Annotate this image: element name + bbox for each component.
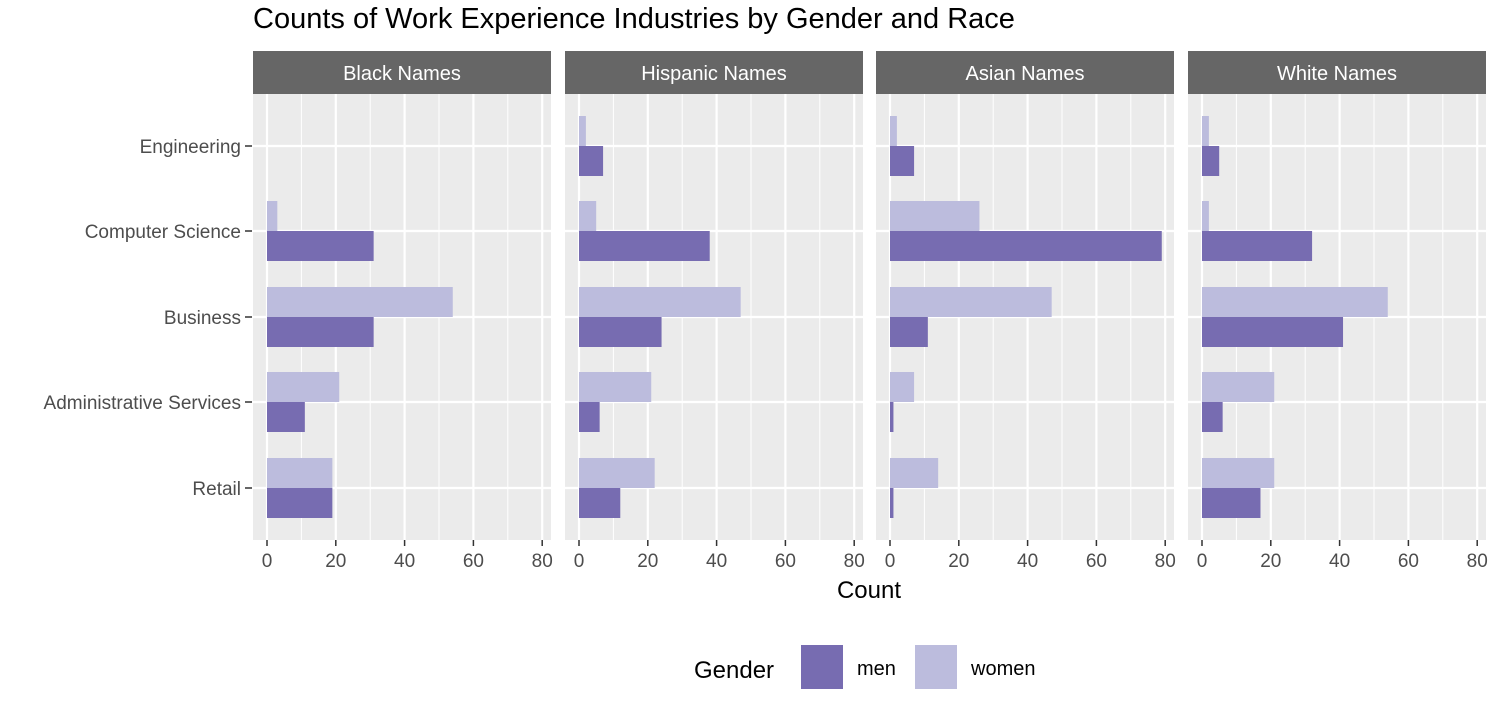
bar-men <box>579 317 662 347</box>
bar-women <box>1202 372 1275 402</box>
x-tick-label: 0 <box>574 551 585 572</box>
bar-women <box>1202 458 1275 488</box>
x-tick-label: 40 <box>706 551 727 572</box>
bar-men <box>1202 402 1223 432</box>
legend: Gender men women <box>694 645 1035 689</box>
x-tick-label: 0 <box>885 551 896 572</box>
legend-title: Gender <box>694 657 774 684</box>
legend-label: women <box>970 658 1035 680</box>
bar-women <box>890 287 1052 317</box>
bar-men <box>579 146 604 176</box>
bar-women <box>890 372 915 402</box>
facet-panel: Asian Names 0 20 40 60 80 <box>876 51 1176 572</box>
bar-men <box>579 488 621 518</box>
bar-women <box>579 287 741 317</box>
bar-men <box>1202 231 1313 261</box>
facet-panel: White Names 0 20 40 60 80 <box>1188 51 1488 572</box>
facet-strip <box>565 51 863 94</box>
x-tick-label: 0 <box>262 551 273 572</box>
y-tick-label: Administrative Services <box>44 393 241 414</box>
bar-men <box>890 488 894 518</box>
x-tick-label: 80 <box>844 551 865 572</box>
bar-women <box>890 458 939 488</box>
x-tick-label: 60 <box>1398 551 1419 572</box>
bar-men <box>267 402 305 432</box>
legend-key-men <box>801 645 843 689</box>
bar-men <box>1202 146 1220 176</box>
bar-women <box>579 201 597 231</box>
bar-women <box>890 116 897 146</box>
x-tick-label: 80 <box>1467 551 1488 572</box>
x-tick-label: 20 <box>325 551 346 572</box>
y-tick-label: Retail <box>192 479 241 500</box>
x-tick-label: 20 <box>948 551 969 572</box>
legend-label: men <box>857 658 896 680</box>
bar-women <box>267 287 453 317</box>
bar-men <box>267 231 374 261</box>
bar-women <box>579 116 586 146</box>
facet-strip <box>1188 51 1486 94</box>
facet-strip-label: White Names <box>1277 63 1397 85</box>
x-tick-label: 0 <box>1197 551 1208 572</box>
facet-strip-label: Asian Names <box>966 63 1085 85</box>
bar-women <box>890 201 980 231</box>
facet-strip <box>253 51 551 94</box>
bar-men <box>890 317 928 347</box>
bar-women <box>267 372 340 402</box>
y-axis: Engineering Computer Science Business Admin… <box>44 137 252 500</box>
bar-men <box>1202 317 1344 347</box>
x-axis-title: Count <box>837 577 901 604</box>
bar-women <box>267 201 278 231</box>
x-tick-label: 80 <box>1155 551 1176 572</box>
bar-men <box>1202 488 1261 518</box>
x-tick-label: 40 <box>1017 551 1038 572</box>
x-tick-label: 20 <box>1260 551 1281 572</box>
bar-women <box>1202 116 1209 146</box>
bar-men <box>267 317 374 347</box>
facet-panels: Black Names 0 20 40 60 80 Hispanic Names 0 20 40 6… <box>253 51 1488 572</box>
bar-women <box>1202 287 1388 317</box>
bar-men <box>267 488 333 518</box>
bar-men <box>890 231 1162 261</box>
bar-women <box>267 458 333 488</box>
bar-men <box>890 146 915 176</box>
x-tick-label: 20 <box>637 551 658 572</box>
x-tick-label: 60 <box>463 551 484 572</box>
x-tick-label: 40 <box>394 551 415 572</box>
bar-men <box>890 402 894 432</box>
bar-women <box>579 458 655 488</box>
x-tick-label: 60 <box>1086 551 1107 572</box>
y-tick-label: Computer Science <box>85 222 241 243</box>
facet-strip-label: Black Names <box>343 63 461 85</box>
bar-women <box>1202 201 1209 231</box>
bar-women <box>579 372 652 402</box>
bar-men <box>579 402 600 432</box>
x-tick-label: 60 <box>775 551 796 572</box>
y-tick-label: Engineering <box>140 137 241 158</box>
bar-men <box>579 231 710 261</box>
x-tick-label: 80 <box>532 551 553 572</box>
y-tick-label: Business <box>164 308 241 329</box>
chart-title: Counts of Work Experience Industries by … <box>253 3 1015 35</box>
facet-strip <box>876 51 1174 94</box>
facet-strip-label: Hispanic Names <box>641 63 787 85</box>
facet-panel: Hispanic Names 0 20 40 60 80 <box>565 51 865 572</box>
legend-key-women <box>915 645 957 689</box>
x-tick-label: 40 <box>1329 551 1350 572</box>
facet-panel: Black Names 0 20 40 60 80 <box>253 51 553 572</box>
